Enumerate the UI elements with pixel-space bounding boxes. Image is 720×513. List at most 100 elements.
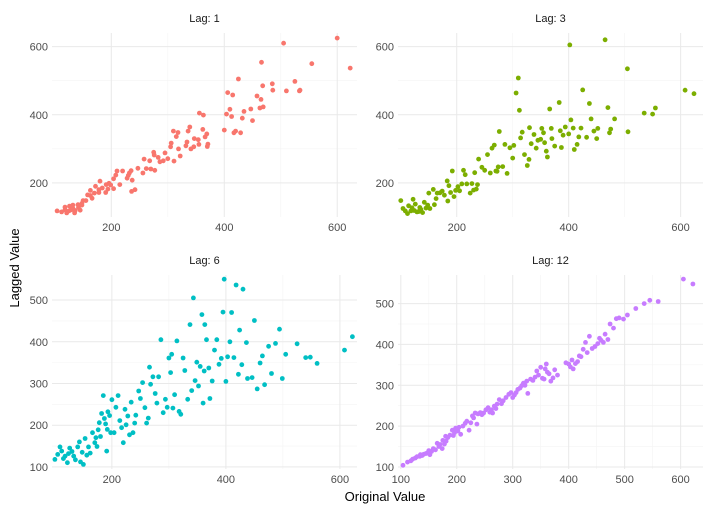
data-point [59,448,65,454]
data-point [601,340,606,345]
data-point [152,167,158,173]
data-point [55,452,61,457]
data-point [625,312,630,318]
data-point [182,368,188,373]
data-point [468,420,474,426]
data-point [73,457,78,463]
data-point [77,207,83,213]
data-point [297,87,303,93]
data-point [260,104,266,110]
data-point [533,145,539,151]
data-point [625,66,630,72]
data-point [571,147,577,152]
data-point [65,460,70,466]
data-point [266,343,271,349]
data-point [475,182,480,188]
data-point [164,404,170,410]
data-point [216,361,222,367]
data-point [412,201,418,207]
data-point [456,424,462,430]
data-point [169,351,175,357]
data-point [105,186,111,192]
data-point [273,341,278,346]
y-tick-label: 500 [30,295,48,307]
data-point [570,366,576,372]
facet-panel-2: 200 400 600 200 400 600 Lag: 3 [376,13,703,234]
data-point [612,116,617,122]
data-point [510,155,516,161]
data-point [283,351,289,357]
data-point [420,210,425,216]
data-point [96,420,102,426]
data-point [135,165,141,171]
data-point [546,371,552,377]
data-point [541,376,547,382]
x-axis-title: Original Value [345,489,426,504]
data-point [455,428,461,434]
data-point [136,388,142,394]
data-point [191,144,197,150]
data-point [591,128,597,134]
data-point [524,378,530,384]
data-point [459,181,465,187]
data-point [248,106,254,112]
data-point [114,168,120,174]
data-point [294,341,300,347]
data-point [158,337,164,343]
data-point [587,101,592,106]
data-point [100,393,106,398]
data-point [218,356,224,361]
data-point [184,139,190,145]
data-point [405,211,410,217]
facet-title: Lag: 3 [535,13,566,25]
data-point [183,143,189,149]
data-point [500,398,506,404]
data-point [82,436,88,441]
data-point [464,181,470,187]
data-point [111,430,117,436]
data-point [479,164,485,170]
data-point [607,321,613,327]
data-point [168,370,174,375]
data-point [206,365,212,371]
data-point [240,286,246,292]
data-point [518,135,523,141]
data-point [178,411,184,417]
data-point [125,413,131,419]
data-point [552,367,558,373]
series-points [54,35,353,216]
data-point [189,388,195,393]
y-tick-label: 200 [376,421,394,433]
data-point [174,338,180,344]
data-point [69,449,75,454]
data-point [77,439,82,445]
y-tick-label: 200 [376,178,394,190]
data-point [104,448,110,454]
data-point [200,126,206,132]
data-point [120,168,125,174]
data-point [545,154,550,160]
data-point [421,199,427,205]
y-tick-label: 100 [30,462,48,474]
data-point [115,393,121,398]
data-point [95,427,101,433]
data-point [607,130,612,136]
data-point [70,202,76,208]
data-point [180,355,186,361]
data-point [141,156,147,162]
data-point [307,354,313,360]
data-point [145,415,151,421]
data-point [62,204,68,210]
y-tick-label: 400 [376,110,394,122]
data-point [225,354,231,360]
data-point [197,110,202,116]
data-point [67,445,73,451]
data-point [191,295,196,301]
data-point [472,170,478,176]
facet-title: Lag: 12 [532,255,569,267]
data-point [496,129,502,134]
data-point [608,126,614,132]
data-point [163,396,168,402]
data-point [254,93,260,99]
y-tick-label: 600 [30,42,48,54]
